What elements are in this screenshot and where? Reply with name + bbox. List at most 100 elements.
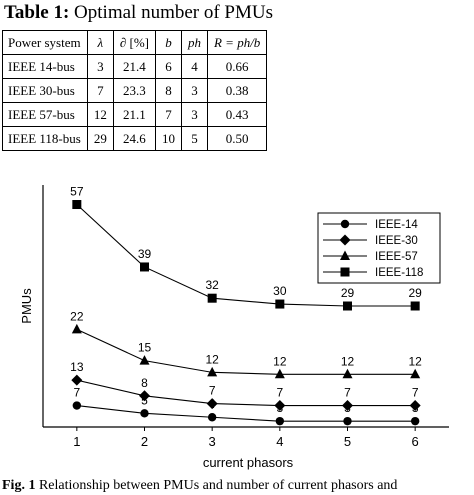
legend-marker-ieee-57 — [340, 250, 350, 260]
data-point-ieee-14 — [72, 401, 82, 410]
table-row: IEEE 30-bus 7 23.3 8 3 0.38 — [2, 78, 268, 103]
x-tick-label: 2 — [141, 434, 148, 449]
data-point-ieee-14 — [343, 416, 352, 426]
data-point-ieee-57 — [207, 366, 218, 377]
data-label-ieee-118: 57 — [70, 185, 84, 199]
header-ratio: R = ph/b — [206, 30, 268, 55]
y-axis-label: PMUs — [19, 288, 34, 324]
table-cell: 8 — [154, 78, 182, 103]
x-tick-label: 1 — [73, 434, 80, 449]
data-point-ieee-30 — [274, 400, 286, 412]
table-title: Optimal number of PMUs — [74, 2, 274, 23]
table-cell: 21.1 — [112, 102, 156, 127]
table-cell: 3 — [180, 78, 208, 103]
series-line-ieee-57 — [76, 328, 416, 375]
data-label-ieee-30: 8 — [141, 376, 148, 390]
data-label-ieee-14: 7 — [73, 386, 80, 400]
data-point-ieee-118 — [410, 301, 420, 311]
table-cell: 29 — [86, 126, 114, 151]
data-label-ieee-30: 7 — [344, 386, 351, 400]
data-point-ieee-57 — [342, 368, 353, 379]
header-lambda: λ — [86, 30, 114, 55]
table-cell: IEEE 30-bus — [2, 78, 88, 103]
table-cell: 24.6 — [112, 126, 156, 151]
data-label-ieee-118: 29 — [408, 286, 422, 300]
table-cell: IEEE 14-bus — [2, 54, 88, 79]
table-cell: 10 — [154, 126, 182, 151]
table-cell: 4 — [180, 54, 208, 79]
header-b: b — [154, 30, 182, 55]
data-label-ieee-118: 30 — [273, 284, 287, 298]
data-point-ieee-14 — [207, 413, 217, 422]
legend-box — [317, 212, 441, 284]
pmu-table: Power system λ ∂ [%] b ph R = ph/b IEEE … — [2, 30, 268, 151]
figure-caption-text: Relationship between PMUs and number of … — [38, 478, 398, 493]
legend-label-ieee-57: IEEE-57 — [375, 251, 418, 263]
table-cell: 21.4 — [112, 54, 156, 79]
table-header-row: Power system λ ∂ [%] b ph R = ph/b — [2, 30, 268, 55]
legend-marker-ieee-118 — [340, 267, 350, 277]
legend-label-ieee-14: IEEE-14 — [375, 219, 418, 231]
data-point-ieee-57 — [274, 368, 285, 379]
table-cell: 3 — [180, 102, 208, 127]
table-row: IEEE 118-bus 29 24.6 10 5 0.50 — [2, 126, 268, 151]
data-label-ieee-57: 22 — [70, 309, 84, 323]
figure-label: Fig. 1 — [2, 478, 36, 493]
data-point-ieee-30 — [342, 400, 353, 412]
table-row: IEEE 14-bus 3 21.4 6 4 0.66 — [2, 54, 268, 79]
data-point-ieee-14 — [275, 416, 285, 426]
data-point-ieee-118 — [207, 293, 217, 303]
data-point-ieee-30 — [206, 398, 218, 410]
legend-label-ieee-30: IEEE-30 — [375, 235, 418, 247]
x-tick-label: 5 — [344, 434, 351, 449]
x-tick-label: 3 — [209, 434, 216, 449]
table-cell: 7 — [154, 102, 182, 127]
data-point-ieee-14 — [140, 409, 149, 418]
data-label-ieee-57: 12 — [408, 354, 422, 368]
x-axis-label: current phasors — [203, 455, 294, 470]
x-tick-label: 6 — [412, 434, 419, 449]
data-label-ieee-118: 39 — [138, 247, 152, 261]
data-point-ieee-30 — [409, 400, 421, 412]
series-line-ieee-118 — [76, 204, 416, 307]
data-point-ieee-30 — [139, 390, 150, 402]
data-label-ieee-57: 12 — [341, 354, 355, 368]
table-cell: 0.43 — [206, 102, 268, 127]
data-point-ieee-57 — [139, 355, 150, 365]
table-cell: 3 — [86, 54, 114, 79]
header-delta: ∂ [%] — [112, 30, 156, 55]
table-cell: 0.50 — [206, 126, 268, 151]
table-cell: 5 — [180, 126, 208, 151]
figure-caption: Fig. 1 Relationship between PMUs and num… — [2, 478, 474, 494]
data-label-ieee-30: 13 — [70, 360, 84, 374]
data-label-ieee-30: 7 — [276, 386, 283, 400]
data-point-ieee-57 — [71, 323, 82, 334]
header-power-system: Power system — [2, 30, 88, 55]
data-point-ieee-57 — [410, 368, 421, 379]
table-cell: 0.38 — [206, 78, 268, 103]
table-label: Table 1: — [4, 2, 70, 23]
table-cell: 12 — [86, 102, 114, 127]
table-cell: 0.66 — [206, 54, 268, 79]
table-cell: 6 — [154, 54, 182, 79]
x-tick-label: 4 — [276, 434, 283, 449]
series-line-ieee-14 — [76, 404, 416, 422]
data-point-ieee-118 — [275, 299, 285, 309]
legend-marker-ieee-30 — [339, 234, 351, 246]
data-point-ieee-118 — [140, 262, 149, 272]
data-point-ieee-118 — [343, 301, 352, 311]
data-point-ieee-30 — [71, 374, 83, 386]
data-label-ieee-118: 32 — [205, 278, 219, 292]
data-label-ieee-57: 12 — [273, 354, 287, 368]
table-cell: IEEE 118-bus — [2, 126, 88, 151]
data-label-ieee-57: 15 — [138, 341, 152, 355]
data-label-ieee-30: 7 — [209, 384, 216, 398]
table-row: IEEE 57-bus 12 21.1 7 3 0.43 — [2, 102, 268, 127]
data-point-ieee-14 — [410, 416, 420, 426]
table-caption: Table 1: Optimal number of PMUs — [4, 2, 273, 24]
header-ph: ph — [180, 30, 208, 55]
data-label-ieee-118: 29 — [341, 286, 355, 300]
table-cell: IEEE 57-bus — [2, 102, 88, 127]
table-cell: 23.3 — [112, 78, 156, 103]
